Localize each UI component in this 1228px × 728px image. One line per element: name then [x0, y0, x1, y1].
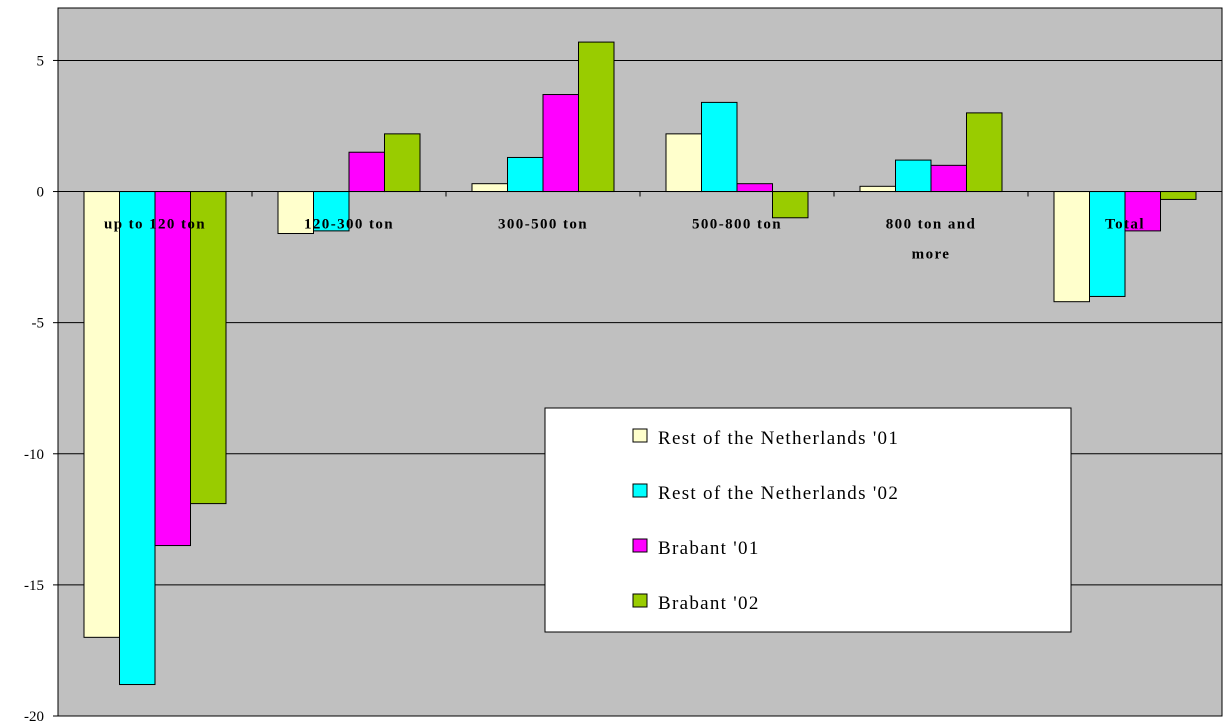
legend-label: Brabant '01 [658, 538, 760, 559]
x-axis-tick-labels: up to 120 ton 120-300 ton 300-500 ton 500-8… [57, 191, 1223, 263]
legend-label: Brabant '02 [658, 593, 760, 614]
bar-4 [1160, 191, 1197, 200]
legend-label: Rest of the Netherlands '02 [658, 483, 899, 504]
x-tick-label: 500-800 ton [692, 217, 782, 233]
bar-2 [507, 156, 544, 193]
bar-1 [859, 185, 896, 193]
bar-2 [313, 191, 350, 232]
bar-2 [895, 159, 932, 193]
y-tick-label: -15 [24, 578, 44, 594]
y-tick-label: -5 [32, 316, 45, 332]
x-tick-label: 800 ton and [886, 217, 976, 233]
legend-swatch [632, 483, 648, 498]
bar-1 [471, 183, 508, 193]
x-tick-label: Total [1105, 217, 1145, 233]
bar-2 [119, 191, 156, 686]
bar-1 [83, 191, 120, 638]
bar-2 [701, 101, 738, 193]
x-tick-label: up to 120 ton [104, 217, 206, 233]
legend: Rest of the Netherlands '01 Rest of the N… [544, 407, 1072, 633]
bar-1 [277, 191, 314, 235]
bar-4 [190, 191, 227, 505]
bar-3 [930, 164, 967, 193]
legend-label: Rest of the Netherlands '01 [658, 428, 899, 449]
x-tick-label: more [912, 247, 951, 263]
bar-4 [966, 112, 1003, 193]
bar-2 [1089, 191, 1126, 297]
bar-3 [1124, 191, 1161, 232]
bar-3 [348, 151, 385, 193]
x-tick-label: 120-300 ton [304, 217, 394, 233]
bar-3 [542, 94, 579, 193]
y-tick-label: -10 [24, 447, 44, 463]
bar-4 [578, 41, 615, 193]
y-tick-label: -20 [24, 709, 44, 725]
y-tick-label: 5 [37, 53, 45, 69]
y-tick-label: 0 [37, 185, 45, 201]
y-axis-ticks: -20 -15 -10 -5 0 5 [24, 53, 58, 725]
bars [83, 41, 1197, 686]
bar-1 [1053, 191, 1090, 303]
legend-swatch [632, 538, 648, 553]
bar-3 [154, 191, 191, 547]
bar-4 [384, 133, 421, 193]
legend-swatch [632, 428, 648, 443]
x-tick-label: 300-500 ton [498, 217, 588, 233]
bar-4 [772, 191, 809, 219]
bar-1 [665, 133, 702, 193]
bar-3 [736, 183, 773, 193]
legend-swatch [632, 593, 648, 608]
